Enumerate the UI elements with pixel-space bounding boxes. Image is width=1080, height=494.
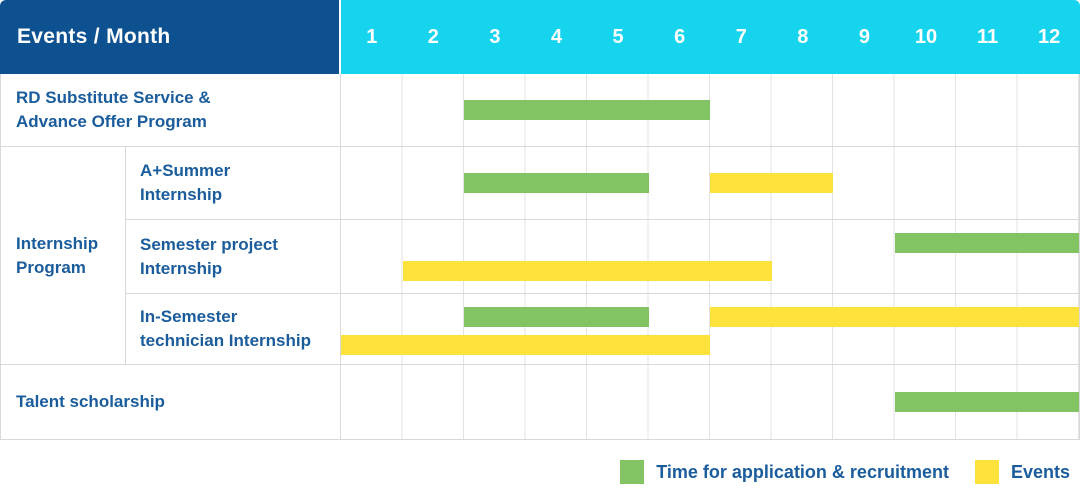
application-bar: [464, 100, 710, 120]
event-sub-row: Semester project Internship: [125, 219, 1079, 293]
month-header-cell-2: 2: [427, 25, 439, 48]
month-header-cell-3: 3: [489, 25, 501, 48]
event-row: RD Substitute Service & Advance Offer Pr…: [1, 74, 1079, 147]
application-bar: [464, 173, 649, 193]
legend: Time for application & recruitment Event…: [0, 440, 1080, 494]
event-sub-row: In-Semester technician Internship: [125, 293, 1079, 364]
event-sub-row-label: Semester project Internship: [125, 220, 341, 293]
legend-item-application: Time for application & recruitment: [620, 460, 949, 484]
legend-label-events: Events: [1010, 461, 1070, 482]
application-bar: [894, 233, 1079, 253]
chart-cell: [341, 294, 1079, 364]
events-swatch-icon: [974, 460, 999, 484]
chart-cell: [341, 365, 1079, 439]
events-bar: [710, 307, 1079, 327]
table-body: RD Substitute Service & Advance Offer Pr…: [0, 74, 1080, 440]
month-header-cell-12: 12: [1038, 25, 1061, 48]
month-header-cell-7: 7: [735, 25, 747, 48]
events-bar: [402, 261, 772, 281]
month-header-cell-11: 11: [976, 25, 999, 48]
month-header-cell-9: 9: [858, 25, 870, 48]
month-header-cell-10: 10: [914, 25, 938, 48]
chart-cell: [341, 147, 1079, 219]
application-swatch-icon: [620, 460, 645, 484]
events-bar: [710, 173, 833, 193]
chart-cell: [341, 220, 1079, 293]
month-header-cell-1: 1: [366, 25, 378, 48]
events-bar: [341, 335, 710, 355]
month-header-cell-8: 8: [797, 25, 809, 48]
event-row-label: Talent scholarship: [1, 365, 341, 439]
group-subrows: A+Summer Internship Semester project Inte…: [125, 147, 1079, 364]
legend-label-application: Time for application & recruitment: [656, 461, 949, 482]
events-month-header: Events / Month: [0, 0, 339, 74]
event-row: Talent scholarship: [1, 365, 1079, 440]
application-bar: [464, 307, 649, 327]
event-row-label: RD Substitute Service & Advance Offer Pr…: [1, 74, 341, 146]
legend-item-events: Events: [974, 460, 1070, 484]
month-header-cell-6: 6: [674, 25, 686, 48]
event-sub-row-label: A+Summer Internship: [125, 147, 341, 219]
month-header-cell-5: 5: [612, 25, 624, 48]
group-label: Internship Program: [16, 233, 99, 277]
month-header-cell-4: 4: [550, 25, 563, 48]
event-sub-row: A+Summer Internship: [125, 147, 1079, 219]
header-row: Events / Month 1 2 3 4 5 6 7 8 9 10 11 12: [0, 0, 1080, 74]
chart-cell: [341, 74, 1079, 146]
month-header-strip: 1 2 3 4 5 6 7 8 9 10 11 12: [341, 0, 1080, 74]
page-title: Events / Month: [17, 25, 171, 48]
application-bar: [894, 392, 1079, 412]
group-block: Internship Program A+Summer Internship Sem…: [1, 147, 1079, 365]
event-sub-row-label: In-Semester technician Internship: [125, 294, 341, 364]
header-divider: [339, 0, 341, 74]
